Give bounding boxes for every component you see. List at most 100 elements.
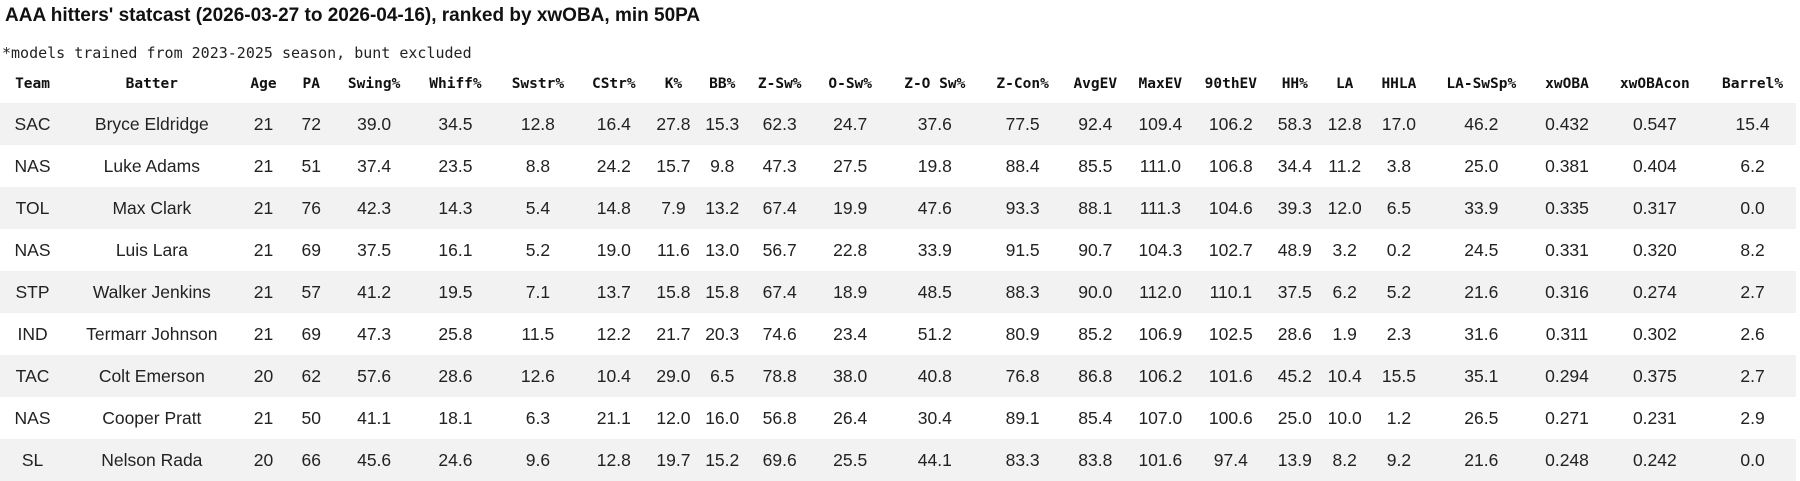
column-header-whiff-pct: Whiff% [429,76,482,92]
stat-cell: 18.1 [414,397,497,439]
stat-cell: 21 [238,397,289,439]
column-header-z-o-sw-pct: Z-O Sw% [904,76,966,92]
stat-cell: 21.6 [1429,439,1534,481]
stat-cell: 27.8 [648,103,699,145]
stat-cell: 102.7 [1192,229,1269,271]
stat-cell: 17.0 [1368,103,1430,145]
stat-cell: 25.0 [1268,397,1321,439]
table-row: NAS Luis Lara 21 69 37.5 16.1 5.2 19.0 11.6 13.0 5… [0,229,1796,271]
stat-cell: 40.8 [887,355,983,397]
stat-cell: 21 [238,229,289,271]
stat-cell: 67.4 [746,271,814,313]
stat-cell: 100.6 [1192,397,1269,439]
stat-cell: 2.6 [1709,313,1796,355]
stat-cell: 85.5 [1062,145,1128,187]
stat-cell: 13.0 [698,229,747,271]
stat-cell: 72 [288,103,334,145]
model-footnote: *models trained from 2023-2025 season, b… [2,44,472,62]
stat-cell: 2.7 [1709,355,1796,397]
team-cell: NAS [0,145,66,187]
stat-cell: 69 [288,229,334,271]
stat-cell: 50 [288,397,334,439]
team-cell: TOL [0,187,66,229]
table-row: NAS Luke Adams 21 51 37.4 23.5 8.8 24.2 15.7 9.8 4… [0,145,1796,187]
stat-cell: 15.8 [648,271,699,313]
stat-cell: 12.0 [1320,187,1369,229]
stat-cell: 80.9 [982,313,1063,355]
stat-cell: 19.7 [648,439,699,481]
column-header-swing-pct: Swing% [347,76,401,92]
stat-cell: 34.4 [1268,145,1321,187]
stat-cell: 37.6 [887,103,983,145]
stat-cell: 74.6 [746,313,814,355]
column-header-team: Team [15,76,50,92]
team-cell: SL [0,439,66,481]
stat-cell: 88.3 [982,271,1063,313]
stat-cell: 21 [238,313,289,355]
stat-cell: 6.2 [1320,271,1369,313]
column-header-pa: PA [302,76,320,92]
stat-cell: 97.4 [1192,439,1269,481]
stat-cell: 29.0 [648,355,699,397]
stat-cell: 20 [238,355,289,397]
stat-cell: 42.3 [334,187,415,229]
stat-cell: 20.3 [698,313,747,355]
stat-cell: 24.5 [1429,229,1534,271]
stat-cell: 47.6 [887,187,983,229]
stat-cell: 104.6 [1192,187,1269,229]
column-header-bb-pct: BB% [709,76,736,92]
column-header-z-sw-pct: Z-Sw% [757,76,802,92]
stat-cell: 12.8 [496,103,580,145]
stat-cell: 9.6 [496,439,580,481]
stat-cell: 23.5 [414,145,497,187]
stat-cell: 24.7 [813,103,888,145]
stat-cell: 0.0 [1709,439,1796,481]
batter-name-cell: Max Clark [65,187,239,229]
stat-cell: 8.2 [1320,439,1369,481]
batter-name-cell: Termarr Johnson [65,313,239,355]
table-row: NAS Cooper Pratt 21 50 41.1 18.1 6.3 21.1 12.0 16… [0,397,1796,439]
column-header-xwobacon: xwOBAcon [1619,76,1690,92]
column-header-age: Age [250,76,277,92]
stat-cell: 15.5 [1368,355,1430,397]
stat-cell: 18.9 [813,271,888,313]
stat-cell: 1.2 [1368,397,1430,439]
stat-cell: 11.5 [496,313,580,355]
stat-cell: 104.3 [1127,229,1193,271]
team-cell: STP [0,271,66,313]
stat-cell: 5.2 [496,229,580,271]
stat-cell: 47.3 [334,313,415,355]
stat-cell: 15.2 [698,439,747,481]
stat-cell: 107.0 [1127,397,1193,439]
stat-cell: 21 [238,187,289,229]
stat-cell: 83.3 [982,439,1063,481]
stat-cell: 11.2 [1320,145,1369,187]
stat-cell: 39.3 [1268,187,1321,229]
stat-cell: 16.0 [698,397,747,439]
team-cell: NAS [0,397,66,439]
stat-cell: 10.0 [1320,397,1369,439]
stat-cell: 37.5 [1268,271,1321,313]
stat-cell: 33.9 [1429,187,1534,229]
stat-cell: 14.8 [579,187,649,229]
stat-cell: 6.2 [1709,145,1796,187]
stat-cell: 34.5 [414,103,497,145]
stat-cell: 15.4 [1709,103,1796,145]
stat-cell: 16.4 [579,103,649,145]
stat-cell: 1.9 [1320,313,1369,355]
stat-cell: 0.294 [1533,355,1601,397]
stat-cell: 57.6 [334,355,415,397]
stat-cell: 106.8 [1192,145,1269,187]
stat-cell: 10.4 [579,355,649,397]
stat-cell: 21 [238,145,289,187]
stat-cell: 37.5 [334,229,415,271]
stat-cell: 3.8 [1368,145,1430,187]
stat-cell: 25.5 [813,439,888,481]
table-row: SL Nelson Rada 20 66 45.6 24.6 9.6 12.8 19.7 15.2… [0,439,1796,481]
column-header-la-swsp-pct: LA-SwSp% [1446,76,1517,92]
stat-cell: 37.4 [334,145,415,187]
stat-cell: 0.381 [1533,145,1601,187]
stat-cell: 15.7 [648,145,699,187]
stat-cell: 45.2 [1268,355,1321,397]
stat-cell: 83.8 [1062,439,1128,481]
